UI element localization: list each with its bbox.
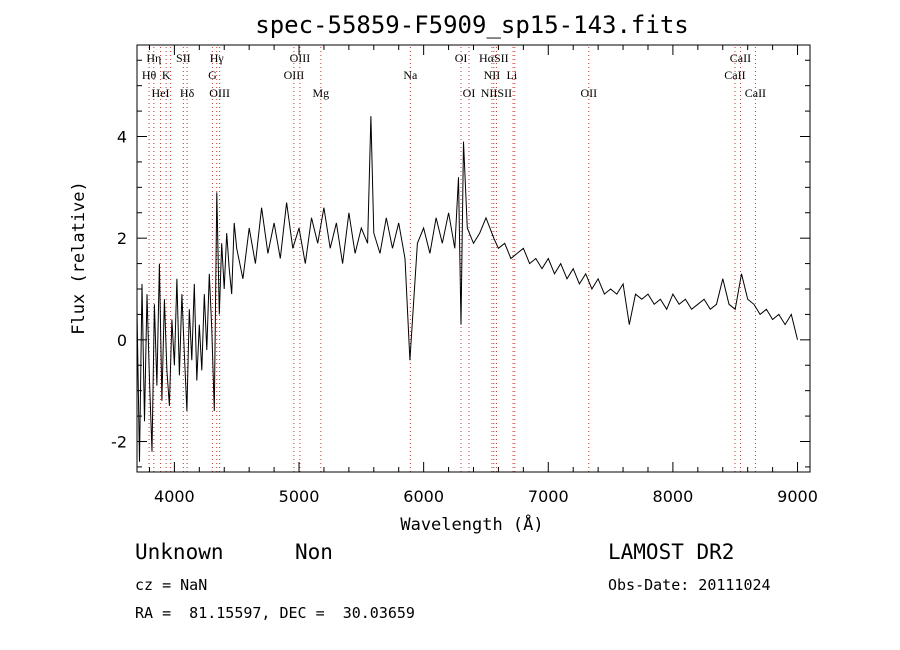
spectrum-series [136,116,798,462]
plot-frame [136,44,811,473]
x-tick-label: 9000 [777,487,818,506]
marker-label: NIISII [481,86,512,100]
spectrum-line [136,116,798,462]
marker-label: Hη [146,51,161,65]
chart-title: spec-55859-F5909_sp15-143.fits [255,11,688,39]
line-marker-group: Hη SII Hγ OIII OI HαSII CaII Hθ K G OIII Na NII Li CaI… [142,47,766,472]
marker-label: OI [463,86,476,100]
marker-label: CaII [724,68,745,82]
x-tick-label: 8000 [653,487,694,506]
x-tick-label: 7000 [528,487,569,506]
marker-label: OIII [284,68,305,82]
marker-label: Hδ [180,86,195,100]
marker-label: OI [455,51,468,65]
marker-label: G [208,68,217,82]
y-tick-label: -2 [111,433,127,452]
x-tick-label: 5000 [279,487,320,506]
marker-label: Mg [312,86,329,100]
marker-label: OIII [290,51,311,65]
marker-label: NII [484,68,501,82]
marker-label: CaII [730,51,751,65]
observation-date: Obs-Date: 20111024 [608,576,771,594]
marker-label: OII [580,86,597,100]
y-tick-label: 2 [117,229,127,248]
y-axis-label: Flux (relative) [69,181,89,335]
redshift-text: cz = NaN [135,576,208,594]
marker-label: Li [507,68,518,82]
x-axis-label: Wavelength (Å) [400,513,543,535]
marker-label: Hγ [210,51,225,65]
object-subclass: Non [295,540,333,564]
marker-label: HαSII [479,51,509,65]
survey-name: LAMOST DR2 [608,540,735,564]
x-tick-label: 6000 [403,487,444,506]
marker-label: K [162,68,171,82]
marker-label: OIII [209,86,230,100]
y-tick-label: 4 [117,128,127,147]
y-tick-label: 0 [117,331,127,350]
marker-label: Na [403,68,418,82]
marker-label: HeI [152,86,170,100]
object-class: Unknown [135,540,224,564]
axis-ticks: 4000 5000 6000 7000 8000 9000 -2 0 2 4 [111,45,818,506]
x-tick-label: 4000 [154,487,195,506]
coordinates-text: RA = 81.15597, DEC = 30.03659 [135,604,415,622]
marker-label: Hθ [142,68,157,82]
marker-label: CaII [745,86,766,100]
marker-label: SII [176,51,191,65]
